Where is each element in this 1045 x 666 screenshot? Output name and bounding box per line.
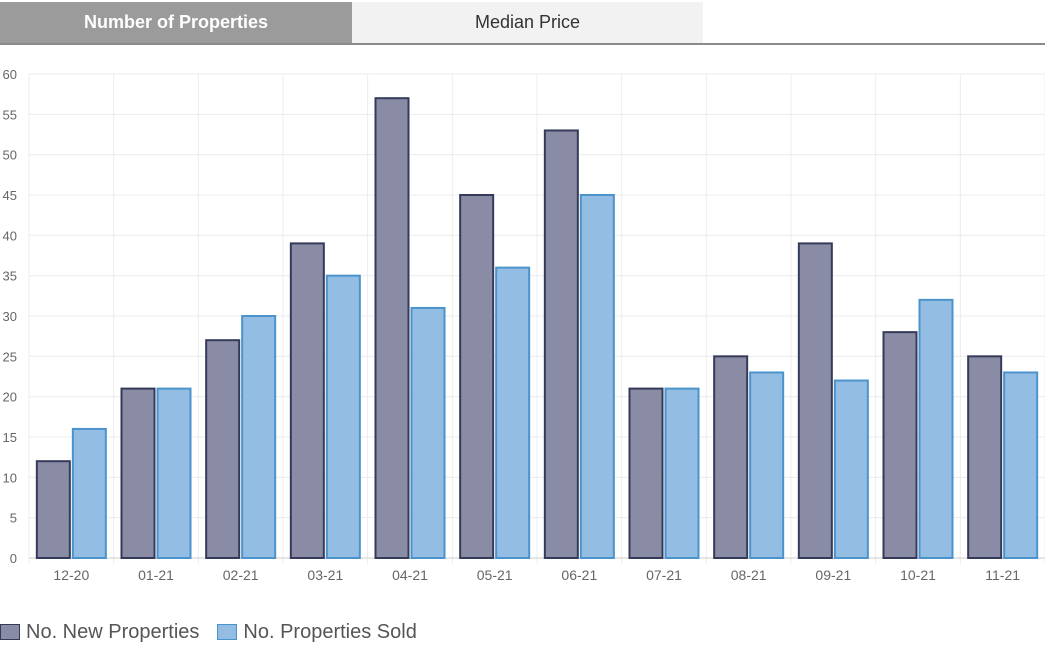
bar-new-properties [289, 242, 325, 559]
bar-new-properties [35, 460, 71, 560]
y-tick-label: 30 [3, 309, 17, 324]
legend-item-properties-sold[interactable]: No. Properties Sold [217, 620, 417, 644]
y-tick-label: 55 [3, 107, 17, 122]
x-tick-label: 10-21 [900, 567, 936, 583]
bar-new-properties [205, 339, 241, 560]
bar-properties-sold [325, 274, 361, 559]
chart-legend: No. New Properties No. Properties Sold [0, 618, 435, 646]
tab-median-price[interactable]: Median Price [352, 2, 703, 43]
bar-properties-sold [495, 266, 531, 559]
x-tick-label: 06-21 [561, 567, 597, 583]
chart-tabs: Number of Properties Median Price [0, 2, 1045, 45]
y-tick-label: 10 [3, 470, 17, 485]
bar-new-properties [967, 355, 1003, 560]
bar-properties-sold [749, 371, 785, 560]
x-tick-label: 07-21 [646, 567, 682, 583]
x-tick-label: 01-21 [138, 567, 174, 583]
bar-new-properties [120, 387, 156, 559]
legend-item-new-properties[interactable]: No. New Properties [0, 621, 199, 644]
legend-label-new: No. New Properties [26, 620, 200, 643]
bar-new-properties [713, 355, 749, 560]
bar-new-properties [882, 331, 918, 559]
x-tick-label: 11-21 [985, 567, 1020, 583]
y-tick-label: 25 [3, 349, 17, 364]
bar-properties-sold [918, 298, 954, 559]
legend-swatch-new [0, 624, 20, 640]
y-tick-label: 15 [3, 430, 17, 445]
y-tick-label: 45 [3, 188, 17, 203]
x-tick-label: 12-20 [53, 567, 89, 583]
x-tick-label: 05-21 [477, 567, 513, 583]
x-tick-label: 03-21 [307, 567, 343, 583]
legend-swatch-sold [217, 624, 238, 640]
y-tick-label: 35 [3, 269, 17, 284]
bar-new-properties [459, 194, 495, 559]
bar-new-properties [797, 242, 833, 559]
legend-label-sold: No. Properties Sold [243, 620, 417, 643]
y-tick-label: 20 [3, 390, 17, 405]
y-tick-label: 60 [3, 67, 17, 82]
x-tick-label: 08-21 [731, 567, 767, 583]
bar-new-properties [628, 387, 664, 559]
bar-chart: 0 5 10 15 20 25 30 35 40 45 50 55 60 12-20 01-21 02-21 0… [3, 67, 1045, 583]
bar-new-properties [543, 129, 579, 559]
y-tick-label: 0 [10, 551, 17, 566]
bar-properties-sold [1003, 371, 1039, 560]
bar-new-properties [374, 97, 410, 559]
tab-number-of-properties[interactable]: Number of Properties [0, 2, 352, 43]
bar-properties-sold [579, 194, 615, 559]
y-tick-label: 50 [3, 148, 17, 163]
y-tick-label: 5 [10, 511, 17, 526]
bar-properties-sold [410, 306, 446, 559]
bar-properties-sold [71, 427, 107, 559]
x-tick-label: 09-21 [815, 567, 851, 583]
x-tick-label: 04-21 [392, 567, 428, 583]
x-tick-label: 02-21 [223, 567, 259, 583]
bar-properties-sold [664, 387, 700, 559]
bar-properties-sold [241, 315, 277, 559]
y-tick-label: 40 [3, 228, 17, 243]
bar-properties-sold [833, 379, 869, 559]
bar-properties-sold [156, 387, 192, 559]
